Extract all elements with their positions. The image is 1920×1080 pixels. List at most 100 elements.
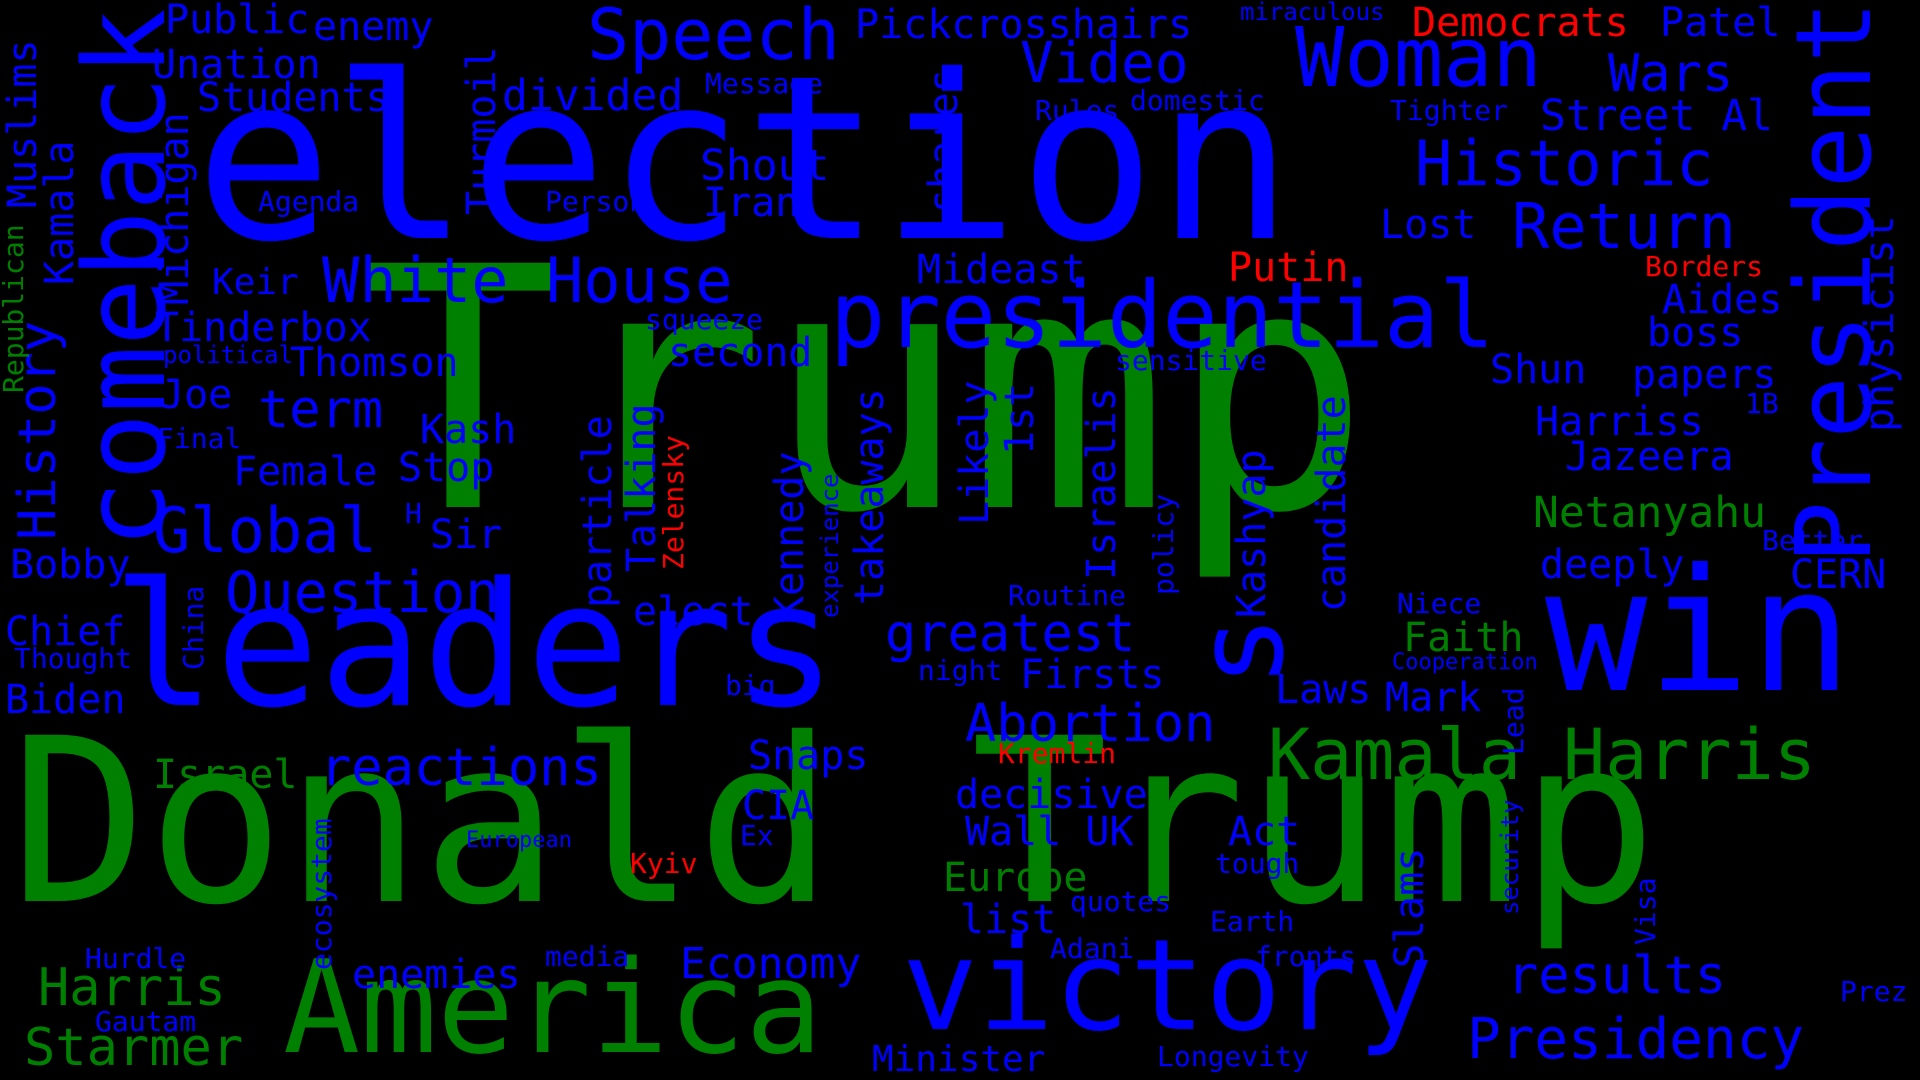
word-harriss: Harriss (1535, 399, 1704, 445)
word-aides: Aides (1662, 277, 1783, 323)
word-victory: victory (902, 912, 1434, 1059)
word-patel: Patel (1660, 0, 1781, 46)
word-tough: tough (1215, 847, 1300, 880)
word-lost: Lost (1380, 202, 1477, 248)
word-particle: particle (575, 415, 621, 608)
word-cooperation: Cooperation (1392, 650, 1538, 675)
word-public: Public (165, 0, 310, 43)
word-ex: Ex (740, 819, 774, 852)
word-election: election (195, 26, 1294, 292)
word-hurdle: Hurdle (85, 942, 187, 975)
word-media: media (545, 940, 630, 973)
word-michigan: Michigan (152, 112, 198, 305)
word-mark: Mark (1385, 675, 1482, 721)
word-mideast: Mideast (917, 247, 1086, 293)
word-win: win (1545, 533, 1853, 731)
word-earth: Earth (1210, 905, 1295, 938)
word-jazeera: Jazeera (1565, 434, 1734, 480)
word-leaders: leaders (112, 545, 837, 746)
word-global: Global (153, 494, 377, 567)
word-physicist: physicist (1857, 215, 1903, 432)
word-enemy: enemy (313, 4, 434, 50)
word-ecosystem: ecosystem (305, 818, 338, 970)
word-niece: Niece (1397, 587, 1482, 620)
word-female: Female (233, 449, 378, 495)
word-white-house: White House (322, 244, 733, 317)
word-question: Question (225, 560, 500, 626)
word-act: Act (1228, 809, 1301, 855)
word-historic: Historic (1415, 127, 1714, 200)
word-night: night (918, 654, 1003, 687)
word-democrats: Democrats (1412, 0, 1629, 46)
word-unation: Unation (152, 42, 321, 88)
word-quotes: quotes (1070, 885, 1172, 918)
word-minister: Minister (872, 1039, 1046, 1080)
word-kyiv: Kyiv (630, 847, 698, 880)
word-papers: papers (1632, 352, 1777, 398)
word-longevity: Longevity (1157, 1040, 1309, 1073)
word-thought: Thought (14, 642, 133, 675)
word-shout: Shout (700, 141, 830, 191)
word-elect: elect (633, 589, 754, 635)
word-slams: Slams (1387, 847, 1433, 968)
word-deeply: deeply (1540, 542, 1685, 588)
word-kamala: Kamala (37, 140, 83, 286)
word-prez: Prez (1840, 975, 1908, 1008)
word-boss: boss (1647, 310, 1744, 356)
word-faith: Faith (1403, 615, 1524, 661)
word-policy: policy (1147, 493, 1180, 595)
word-better: Better (1762, 524, 1864, 557)
word-keir: Keir (212, 262, 299, 303)
word-enemies: enemies (352, 952, 521, 998)
word-tighter: Tighter (1390, 94, 1509, 127)
word-bobby: Bobby (10, 542, 131, 588)
word-europe: Europe (943, 855, 1088, 901)
word-street-al: Street Al (1540, 91, 1773, 141)
word-economy: Economy (680, 939, 862, 989)
word-return: Return (1512, 190, 1736, 263)
word-zelensky: Zelensky (657, 435, 690, 570)
word-domestic: domestic (1130, 84, 1265, 117)
word-1b: 1B (1745, 387, 1779, 420)
word-kremlin: Kremlin (998, 737, 1117, 770)
word-routine: Routine (1008, 579, 1127, 612)
word-h: H (405, 497, 422, 530)
word-kashyap: Kashyap (1229, 449, 1275, 618)
word-students: Students (197, 75, 390, 121)
word-gautam: Gautam (95, 1005, 197, 1038)
word-political: political (163, 341, 294, 369)
word-cia: CIA (742, 783, 815, 829)
word-republican: Republican (0, 224, 30, 393)
word-likely: Likely (952, 380, 998, 526)
word-big: big (725, 669, 776, 702)
word-donald-trump: Donald Trump (10, 689, 1658, 955)
word-putin: Putin (1228, 245, 1349, 291)
word-starmer: Starmer (24, 1018, 244, 1078)
word-turmoil: Turmoil (459, 46, 505, 215)
word-adani: Adani (1050, 932, 1135, 965)
word-reactions: reactions (320, 738, 602, 798)
word-message: Message (705, 67, 824, 100)
word-cern: CERN (1790, 552, 1887, 598)
word-miraculous: miraculous (1240, 0, 1385, 26)
word-netanyahu: Netanyahu (1533, 488, 1766, 538)
word-biden: Biden (5, 677, 126, 723)
word-person: Person (545, 185, 647, 218)
word-abortion: Abortion (965, 694, 1216, 754)
word-lead: Lead (1497, 687, 1530, 755)
word-wall-uk: Wall UK (965, 809, 1134, 855)
word-presidential: presidential (830, 262, 1495, 369)
word-kennedy: Kennedy (767, 451, 813, 620)
word-divided: divided (502, 71, 684, 121)
word-thomson: Thomson (290, 340, 459, 386)
word-video: Video (1020, 31, 1189, 96)
word-woman: Woman (1295, 11, 1542, 106)
word-agenda: Agenda (258, 185, 360, 218)
word-shun: Shun (1490, 347, 1587, 393)
word-decisive: decisive (955, 772, 1148, 818)
word-takeaways: takeaways (847, 388, 893, 605)
word-kash: Kash (420, 407, 517, 453)
word-joe: Joe (160, 372, 233, 418)
word-presidency: Presidency (1467, 1007, 1805, 1072)
